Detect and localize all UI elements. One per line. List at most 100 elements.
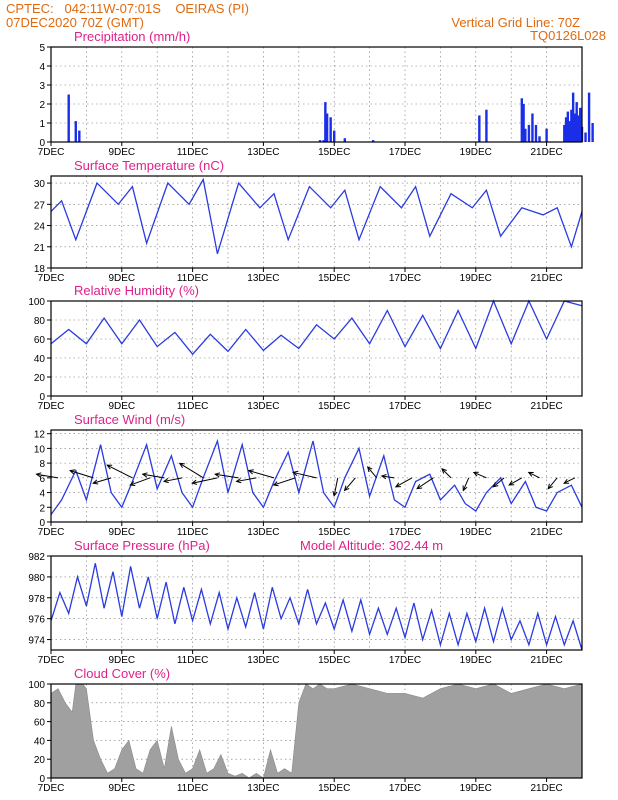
panel-title: Cloud Cover (%) [74,666,170,681]
wind-arrow [492,477,505,488]
x-tick-label: 11DEC [177,401,209,412]
wind-arrow-shaft [163,477,183,482]
precip-bar [522,104,525,142]
x-tick-label: 9DEC [108,783,135,794]
header-station: CPTEC: 042:11W-07:01S OEIRAS (PI) [6,1,249,16]
x-tick-label: 9DEC [108,147,135,158]
panel-title: Surface Wind (m/s) [74,412,185,427]
wind-arrow-head [129,481,136,486]
wind-arrow-shaft [106,464,133,479]
wind-arrow [332,477,339,497]
precip-bar [587,92,591,142]
wind-arrow [462,477,470,492]
y-tick-label: 5 [39,43,45,54]
panel-frame [50,175,583,269]
wind-arrow [547,477,558,490]
wind-arrow-head [416,484,423,490]
y-tick-label: 0 [39,138,45,149]
wind-arrow [366,466,378,479]
panel-0: Precipitation (mm/h) 0 1 2 3 4 5 7DEC 9DEC 11DEC 1… [38,29,594,158]
x-tick-label: 11DEC [177,783,209,794]
x-tick-label: 17DEC [389,783,421,794]
header-run-time: 07DEC2020 70Z (GMT) [6,15,144,30]
x-tick-label: 7DEC [38,147,65,158]
wind-arrow-shaft [69,470,94,479]
precip-bar [584,132,587,142]
y-tick-label: 8 [39,459,45,470]
wind-arrow-head [106,464,113,470]
wind-arrow-head [247,469,254,475]
wind-arrow-shaft [416,477,434,490]
wind-arrow [343,477,356,492]
wind-arrow [394,477,413,488]
x-tick-label: 11DEC [177,147,209,158]
wind-arrow-shaft [292,471,317,479]
series-line [50,177,583,254]
wind-arrow-shaft [462,477,470,491]
wind-arrow-shaft [563,477,576,484]
wind-arrow-shaft [547,477,558,489]
wind-arrow [191,477,218,485]
wind-arrow [214,472,239,479]
panel-title: Surface Pressure (hPa) [74,538,210,553]
precip-bar [566,111,570,142]
wind-arrow-head [462,485,468,492]
y-tick-label: 974 [28,636,45,647]
precip-bar [318,140,322,142]
header-model: TQ0126L028 [530,28,606,43]
precip-bar [520,98,524,142]
x-tick-label: 15DEC [318,527,350,538]
y-tick-label: 982 [28,552,45,563]
x-tick-label: 15DEC [318,401,350,412]
precip-bar [527,124,531,142]
wind-arrow-head [394,482,401,488]
precip-bar [570,109,573,142]
x-tick-label: 15DEC [318,783,350,794]
wind-arrow-shaft [192,477,218,484]
wind-arrow [247,469,275,479]
y-tick-label: 24 [34,222,46,233]
wind-arrow-shaft [492,477,505,488]
wind-arrow [527,471,540,479]
precip-bar [531,113,534,142]
x-tick-label: 7DEC [38,783,65,794]
wind-arrow-shaft [473,471,487,479]
wind-arrow [129,477,151,486]
wind-arrow [441,467,452,479]
y-tick-label: 100 [28,680,45,691]
x-tick-label: 7DEC [38,527,65,538]
wind-arrow-shaft [528,471,540,479]
panel-frame [50,46,583,143]
y-tick-label: 40 [34,736,46,747]
precip-bar [577,115,580,142]
wind-arrow-head [141,472,148,478]
x-tick-label: 21DEC [530,147,562,158]
wind-arrow-shaft [236,477,257,482]
x-tick-label: 11DEC [177,273,209,284]
precip-bar [329,117,332,142]
series-line [50,299,583,356]
x-tick-label: 13DEC [247,273,279,284]
y-tick-label: 3 [39,81,45,92]
wind-arrow-head [69,469,76,475]
x-tick-label: 9DEC [108,273,135,284]
precip-bar [538,136,541,142]
panel-5: Cloud Cover (%) 0 20 40 60 80 100 7DEC 9DEC 11DEC… [28,666,583,794]
precip-bar [485,109,488,142]
x-tick-label: 21DEC [530,527,562,538]
wind-arrow-head [366,466,373,473]
wind-arrow-head [343,485,350,492]
wind-arrow [92,477,112,485]
precip-bar [78,130,81,142]
x-tick-label: 19DEC [460,273,492,284]
x-tick-label: 17DEC [389,655,421,666]
precip-bar [67,94,70,142]
y-tick-label: 978 [28,594,45,605]
wind-arrow-head [162,478,169,484]
x-tick-label: 11DEC [177,527,209,538]
y-tick-label: 12 [34,430,46,441]
y-tick-label: 4 [39,62,45,73]
wind-arrow-head [235,478,242,484]
panel-frame [50,683,583,779]
